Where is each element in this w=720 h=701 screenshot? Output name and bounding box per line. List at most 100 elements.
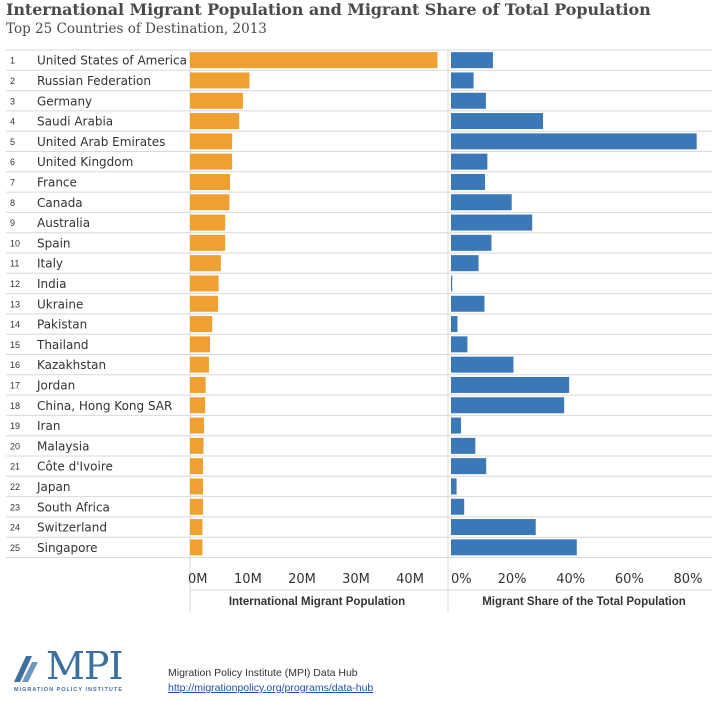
country-label: France (37, 175, 77, 189)
country-label: China, Hong Kong SAR (37, 399, 172, 413)
rank-label: 19 (10, 421, 20, 431)
population-bar (190, 275, 219, 292)
share-bar (451, 498, 465, 515)
population-bar (190, 255, 221, 272)
source-line: Migration Policy Institute (MPI) Data Hu… (168, 667, 358, 679)
share-bar (451, 113, 544, 130)
country-label: Spain (37, 236, 71, 250)
rank-label: 12 (10, 279, 20, 289)
rank-label: 1 (10, 56, 15, 66)
population-tick-label: 10M (234, 572, 262, 587)
population-tick-label: 30M (342, 572, 370, 587)
country-label: Singapore (37, 541, 98, 555)
share-bar (451, 92, 486, 109)
share-bar (451, 437, 476, 454)
population-bar (190, 356, 209, 373)
rank-label: 7 (10, 177, 15, 187)
population-bar (190, 478, 203, 495)
source-link[interactable]: http://migrationpolicy.org/programs/data… (168, 682, 374, 694)
rank-label: 18 (10, 401, 20, 411)
share-bar (451, 72, 474, 89)
country-label: Canada (37, 196, 83, 210)
share-bar (451, 255, 479, 272)
population-bar (190, 458, 203, 475)
population-bar (190, 173, 230, 190)
mpi-logo: MPI MIGRATION POLICY INSTITUTE (8, 644, 158, 698)
population-tick-label: 0M (188, 572, 208, 587)
share-bar (451, 519, 536, 536)
share-bar (451, 52, 493, 69)
population-bar (190, 397, 206, 414)
rank-label: 24 (10, 523, 20, 533)
country-label: South Africa (37, 500, 110, 514)
share-bar (451, 336, 468, 353)
rank-label: 14 (10, 320, 20, 330)
share-bar (451, 376, 570, 393)
share-bar (451, 539, 577, 556)
rank-label: 17 (10, 380, 20, 390)
country-label: United Arab Emirates (37, 135, 165, 149)
share-bar (451, 356, 514, 373)
population-bar (190, 376, 206, 393)
country-label: Ukraine (37, 297, 83, 311)
rank-label: 11 (10, 259, 19, 269)
country-label: Malaysia (37, 439, 89, 453)
share-bar (451, 173, 486, 190)
share-tick-label: 0% (451, 572, 472, 587)
rank-label: 20 (10, 441, 20, 451)
rank-label: 15 (10, 340, 20, 350)
population-bar (190, 336, 210, 353)
population-bar (190, 194, 230, 211)
share-bar (451, 316, 458, 333)
footer: MPI MIGRATION POLICY INSTITUTE Migration… (0, 630, 720, 701)
country-label: Switzerland (37, 521, 107, 535)
rank-label: 16 (10, 360, 20, 370)
rank-label: 3 (10, 96, 15, 106)
share-tick-label: 20% (498, 572, 527, 587)
population-bar (190, 113, 240, 130)
mpi-logo-mark-icon (14, 656, 38, 682)
rank-label: 9 (10, 218, 15, 228)
country-label: Italy (37, 257, 63, 271)
population-bar (190, 316, 213, 333)
share-tick-label: 40% (556, 572, 585, 587)
share-bar (451, 234, 492, 251)
population-bar (190, 92, 243, 109)
country-label: Kazakhstan (37, 358, 106, 372)
share-bar (451, 275, 453, 292)
population-bar (190, 234, 226, 251)
bar-chart: 1 United States of America 2 Russian Federa… (6, 49, 712, 612)
share-axis-title: Migrant Share of the Total Population (482, 596, 686, 608)
country-label: Germany (37, 94, 92, 108)
share-bar (451, 214, 533, 231)
population-bar (190, 153, 233, 170)
rank-label: 21 (10, 462, 20, 472)
country-label: United Kingdom (37, 155, 133, 169)
share-tick-label: 80% (674, 572, 703, 587)
population-bar (190, 214, 226, 231)
logo-subtext: MIGRATION POLICY INSTITUTE (14, 687, 123, 693)
rank-label: 23 (10, 502, 20, 512)
rank-label: 8 (10, 198, 15, 208)
population-bar (190, 417, 205, 434)
share-bar (451, 458, 487, 475)
share-tick-label: 60% (615, 572, 644, 587)
rank-label: 22 (10, 482, 20, 492)
logo-text: MPI (46, 644, 123, 688)
country-label: Pakistan (37, 318, 87, 332)
rank-label: 13 (10, 299, 20, 309)
rank-label: 6 (10, 157, 15, 167)
rank-label: 5 (10, 137, 15, 147)
country-label: India (37, 277, 66, 291)
population-bar (190, 539, 203, 556)
chart-title: International Migrant Population and Mig… (6, 0, 651, 19)
country-label: Thailand (36, 338, 89, 352)
population-bar (190, 72, 250, 89)
rank-label: 25 (10, 543, 20, 553)
population-bar (190, 519, 203, 536)
population-bar (190, 498, 203, 515)
country-label: Russian Federation (37, 74, 151, 88)
share-bar (451, 417, 461, 434)
country-label: Côte d'Ivoire (37, 460, 113, 474)
rank-label: 2 (10, 76, 15, 86)
